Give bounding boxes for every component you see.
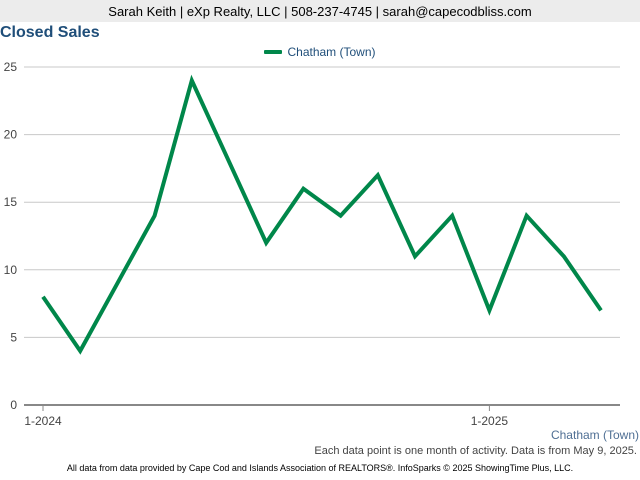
contact-header: Sarah Keith | eXp Realty, LLC | 508-237-… — [0, 0, 640, 22]
footer-disclaimer: All data from data provided by Cape Cod … — [66, 463, 574, 473]
y-tick-label: 20 — [4, 128, 18, 142]
series-line — [41, 74, 603, 355]
y-tick-label: 5 — [10, 330, 17, 344]
x-tick-label: 1-2025 — [471, 414, 509, 428]
legend-label: Chatham (Town) — [287, 45, 376, 59]
contact-text: Sarah Keith | eXp Realty, LLC | 508-237-… — [108, 3, 532, 19]
series-caption: Chatham (Town) — [550, 428, 639, 442]
y-tick-label: 25 — [4, 60, 18, 74]
y-tick-label: 15 — [4, 195, 18, 209]
chart-title: Closed Sales — [0, 24, 100, 41]
y-tick-label: 10 — [4, 263, 18, 277]
chart-legend[interactable]: Chatham (Town) — [0, 45, 640, 59]
legend-swatch — [264, 50, 283, 54]
y-tick-label: 0 — [10, 398, 17, 412]
x-tick-label: 1-2024 — [24, 414, 62, 428]
activity-note: Each data point is one month of activity… — [314, 445, 637, 457]
